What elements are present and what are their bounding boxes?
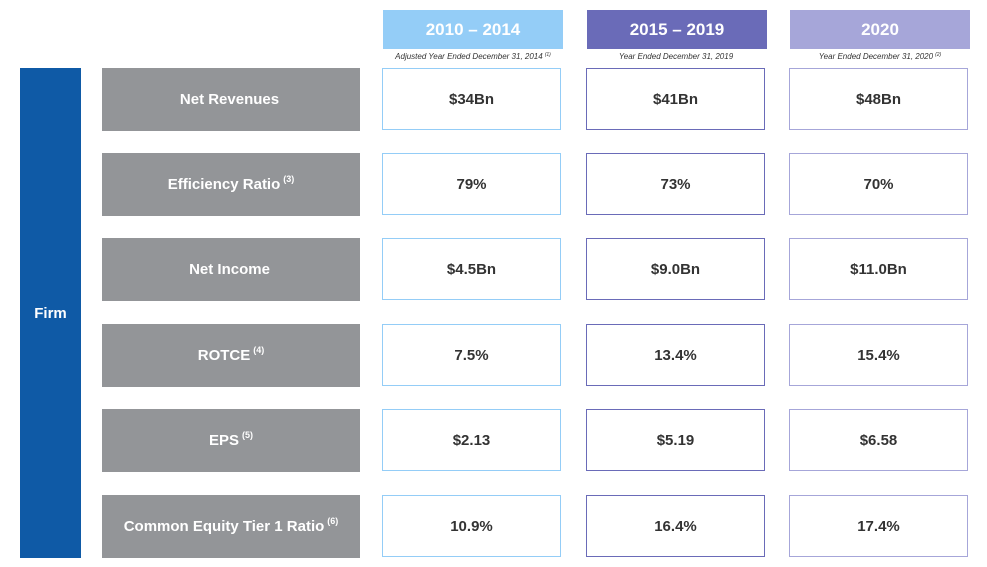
value-cell: $9.0Bn <box>586 238 765 300</box>
value-text: 13.4% <box>654 346 697 364</box>
footnote-ref: (4) <box>253 344 265 355</box>
metric-label-text: Efficiency Ratio <box>167 176 281 193</box>
metric-label-text: ROTCE <box>197 347 251 364</box>
metric-label-cet1-ratio: Common Equity Tier 1 Ratio (6) <box>102 495 360 558</box>
value-cell: $5.19 <box>586 409 765 471</box>
value-cell: $2.13 <box>382 409 561 471</box>
period-subtitle: Adjusted Year Ended December 31, 2014 (1) <box>383 51 563 63</box>
value-cell: $6.58 <box>789 409 968 471</box>
value-text: $5.19 <box>656 431 695 449</box>
value-text: 15.4% <box>857 346 900 364</box>
metric-label-text: Net Revenues <box>179 91 280 108</box>
value-cell: 13.4% <box>586 324 765 386</box>
period-subtitle-text: Adjusted Year Ended December 31, 2014 <box>395 52 543 61</box>
metric-label-net-revenues: Net Revenues <box>102 68 360 131</box>
footnote-ref: (5) <box>242 429 253 440</box>
segment-label: Firm <box>34 304 67 322</box>
footnote-ref: (3) <box>283 173 295 184</box>
period-subtitle: Year Ended December 31, 2020 (2) <box>790 51 970 63</box>
period-heading: 2010 – 2014 <box>425 19 521 39</box>
value-text: $34Bn <box>448 90 495 108</box>
value-cell: $48Bn <box>789 68 968 130</box>
value-text: $4.5Bn <box>446 260 497 278</box>
value-text: 10.9% <box>450 517 493 535</box>
value-text: $41Bn <box>652 90 699 108</box>
value-cell: 70% <box>789 153 968 215</box>
period-heading: 2020 <box>861 19 899 39</box>
footnote-ref: (2) <box>935 52 942 58</box>
value-text: 7.5% <box>454 346 489 364</box>
value-text: 73% <box>660 175 691 193</box>
value-cell: 17.4% <box>789 495 968 557</box>
metric-label-efficiency-ratio: Efficiency Ratio (3) <box>102 153 360 216</box>
value-text: $9.0Bn <box>650 260 701 278</box>
value-text: 70% <box>863 175 894 193</box>
value-cell: $4.5Bn <box>382 238 561 300</box>
segment-bar-firm: Firm <box>20 68 81 558</box>
period-header-2015-2019: 2015 – 2019 <box>587 10 767 49</box>
metric-label-text: EPS <box>208 432 239 449</box>
value-text: $11.0Bn <box>850 260 907 278</box>
value-text: $6.58 <box>859 431 898 449</box>
period-header-2020: 2020 <box>790 10 970 49</box>
value-cell: $11.0Bn <box>789 238 968 300</box>
value-text: 79% <box>456 175 487 193</box>
period-subtitle-text: Year Ended December 31, 2020 <box>818 52 934 61</box>
footnote-ref: (1) <box>544 52 551 58</box>
metric-label-eps: EPS (5) <box>102 409 360 472</box>
value-text: 16.4% <box>654 517 697 535</box>
value-text: $48Bn <box>855 90 902 108</box>
metric-label-text: Net Income <box>189 261 270 278</box>
period-subtitle-text: Year Ended December 31, 2019 <box>618 52 734 61</box>
value-cell: $41Bn <box>586 68 765 130</box>
value-cell: 73% <box>586 153 765 215</box>
metric-label-rotce: ROTCE (4) <box>102 324 360 387</box>
value-cell: $34Bn <box>382 68 561 130</box>
period-heading: 2015 – 2019 <box>629 19 725 39</box>
footnote-ref: (6) <box>327 515 339 526</box>
value-cell: 10.9% <box>382 495 561 557</box>
value-cell: 79% <box>382 153 561 215</box>
value-cell: 15.4% <box>789 324 968 386</box>
value-text: 17.4% <box>857 517 900 535</box>
value-cell: 16.4% <box>586 495 765 557</box>
metric-label-text: Common Equity Tier 1 Ratio <box>123 518 325 535</box>
period-header-2010-2014: 2010 – 2014 <box>383 10 563 49</box>
period-subtitle: Year Ended December 31, 2019 <box>587 51 767 63</box>
value-cell: 7.5% <box>382 324 561 386</box>
metric-label-net-income: Net Income <box>102 238 360 301</box>
value-text: $2.13 <box>452 431 491 449</box>
